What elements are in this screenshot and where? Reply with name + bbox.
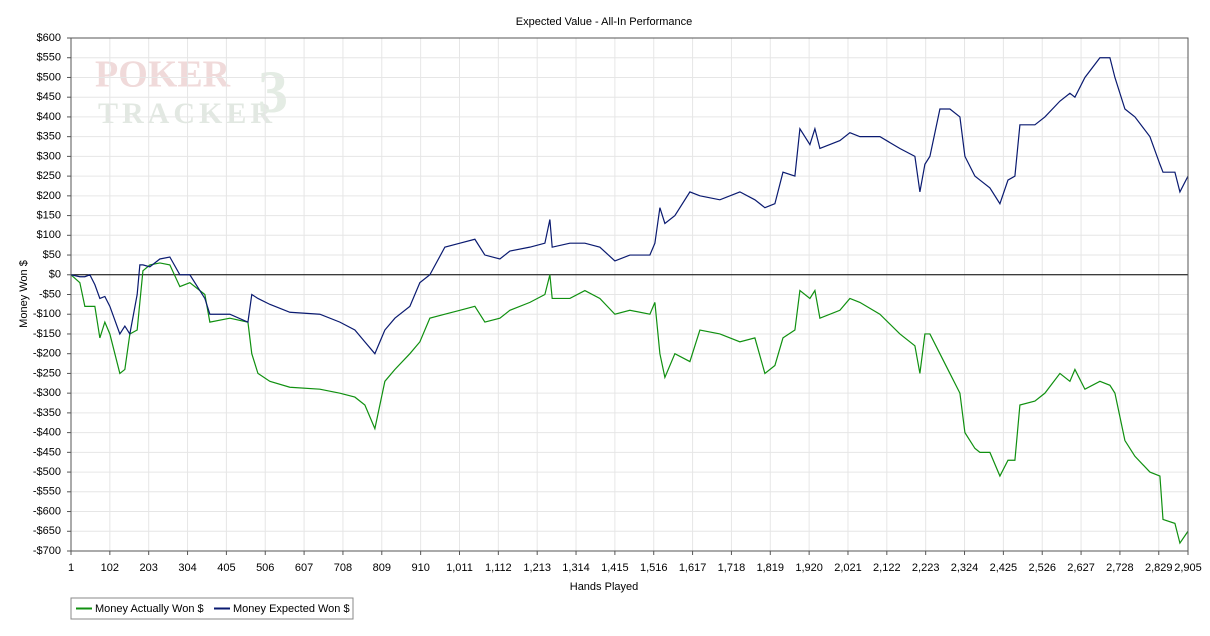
plot-lines xyxy=(70,57,1189,545)
y-tick-label: $0 xyxy=(49,269,61,281)
y-tick-label: -$700 xyxy=(33,545,61,557)
x-tick-label: 2,627 xyxy=(1067,562,1095,574)
x-tick-label: 2,223 xyxy=(912,562,940,574)
x-tick-label: 1,314 xyxy=(562,562,590,574)
x-tick-label: 809 xyxy=(373,562,391,574)
legend-label: Money Actually Won $ xyxy=(95,603,204,615)
y-tick-label: $150 xyxy=(37,209,61,221)
x-tick-label: 2,526 xyxy=(1028,562,1056,574)
y-tick-label: -$250 xyxy=(33,367,61,379)
x-tick-label: 2,425 xyxy=(990,562,1018,574)
x-tick-label: 203 xyxy=(140,562,158,574)
x-tick-label: 607 xyxy=(295,562,313,574)
x-tick-label: 1,112 xyxy=(485,562,512,574)
x-tick-label: 304 xyxy=(178,562,196,574)
y-tick-label: $450 xyxy=(37,91,61,103)
x-tick-label: 910 xyxy=(411,562,429,574)
x-tick-label: 102 xyxy=(101,562,119,574)
y-tick-label: -$100 xyxy=(33,308,61,320)
y-tick-label: -$600 xyxy=(33,505,61,517)
legend-label: Money Expected Won $ xyxy=(233,603,350,615)
y-tick-label: $50 xyxy=(43,249,61,261)
x-tick-label: 1,718 xyxy=(718,562,746,574)
x-tick-label: 1,011 xyxy=(446,562,473,574)
y-tick-label: $600 xyxy=(37,32,61,44)
y-tick-label: -$400 xyxy=(33,427,61,439)
y-tick-label: $400 xyxy=(37,111,61,123)
watermark: 3 xyxy=(258,59,288,125)
y-tick-label: -$150 xyxy=(33,328,61,340)
x-tick-label: 2,728 xyxy=(1106,562,1134,574)
y-tick-label: -$350 xyxy=(33,407,61,419)
y-tick-label: -$450 xyxy=(33,446,61,458)
series-line xyxy=(70,262,1189,545)
y-tick-label: $500 xyxy=(37,71,61,83)
y-tick-label: -$500 xyxy=(33,466,61,478)
x-tick-label: 1 xyxy=(68,562,74,574)
y-tick-label: -$50 xyxy=(39,288,61,300)
x-axis-label: Hands Played xyxy=(570,581,639,593)
x-tick-label: 506 xyxy=(256,562,274,574)
grid: -$700 -$650 -$600 -$550 -$500 -$450 -$400 -$350… xyxy=(33,32,1202,574)
x-tick-label: 1,516 xyxy=(640,562,668,574)
x-tick-label: 1,213 xyxy=(523,562,551,574)
legend-box xyxy=(70,597,354,620)
y-tick-label: -$200 xyxy=(33,348,61,360)
plot-frame xyxy=(70,37,1189,552)
y-tick-label: -$650 xyxy=(33,525,61,537)
x-tick-label: 405 xyxy=(217,562,235,574)
x-tick-label: 1,617 xyxy=(679,562,707,574)
watermark: POKER xyxy=(95,54,231,96)
x-tick-label: 2,324 xyxy=(951,562,979,574)
y-tick-label: -$300 xyxy=(33,387,61,399)
x-tick-label: 1,415 xyxy=(601,562,629,574)
x-tick-label: 1,819 xyxy=(757,562,785,574)
x-tick-label: 708 xyxy=(334,562,352,574)
y-tick-label: $250 xyxy=(37,170,61,182)
watermark: TRACKER xyxy=(98,97,276,130)
x-tick-label: 2,122 xyxy=(873,562,901,574)
y-tick-label: $350 xyxy=(37,131,61,143)
y-tick-label: $300 xyxy=(37,150,61,162)
x-tick-label: 2,905 xyxy=(1174,562,1202,574)
y-axis-label: Money Won $ xyxy=(18,260,30,328)
y-tick-label: $550 xyxy=(37,52,61,64)
y-tick-label: $200 xyxy=(37,190,61,202)
legend: Money Actually Won $ Money Expected Won $ xyxy=(70,597,354,620)
y-tick-label: -$550 xyxy=(33,486,61,498)
series-line xyxy=(70,57,1189,355)
x-tick-label: 2,021 xyxy=(834,562,862,574)
x-tick-label: 2,829 xyxy=(1145,562,1173,574)
y-tick-label: $100 xyxy=(37,229,61,241)
chart-title: Expected Value - All-In Performance xyxy=(516,16,693,28)
x-tick-label: 1,920 xyxy=(795,562,823,574)
